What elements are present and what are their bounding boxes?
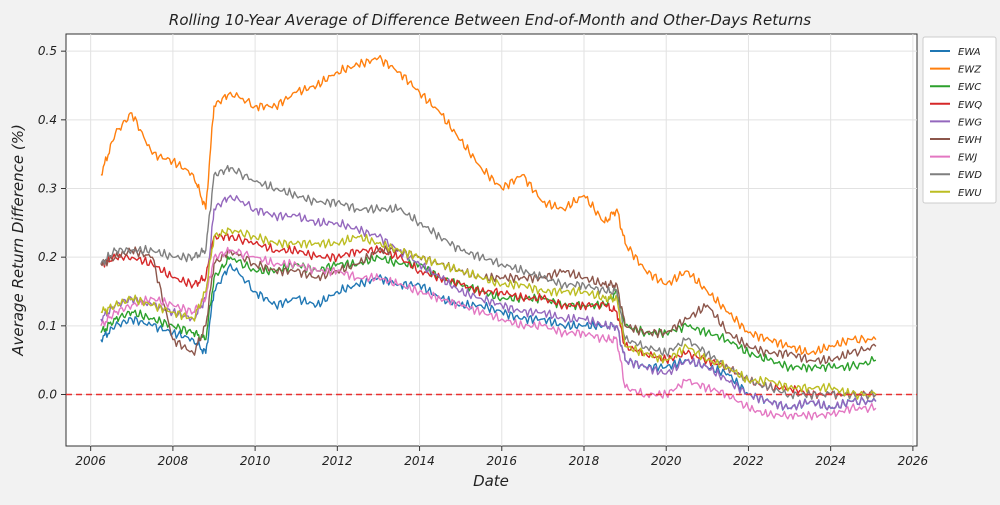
x-tick-label: 2012 — [322, 454, 353, 468]
axis-ticks: 2006 2008 2010 2012 2014 2016 2018 2020 2022 2024… — [38, 44, 929, 468]
series-line-ewz — [100, 54, 877, 356]
series-line-ewa — [100, 263, 877, 411]
x-axis-label: Date — [473, 472, 509, 490]
x-tick-label: 2016 — [487, 454, 518, 468]
legend-label-ewj: EWJ — [958, 153, 977, 164]
series-lines — [66, 54, 917, 421]
y-axis-label: Average Return Difference (%) — [9, 124, 27, 357]
x-tick-label: 2020 — [651, 454, 682, 468]
x-tick-label: 2014 — [404, 454, 435, 468]
x-tick-label: 2006 — [75, 454, 106, 468]
legend-label-ewc: EWC — [958, 82, 981, 93]
x-tick-label: 2022 — [733, 454, 764, 468]
legend-label-ewu: EWU — [958, 188, 982, 199]
series-line-ewj — [100, 246, 877, 421]
x-tick-label: 2010 — [240, 454, 271, 468]
legend-label-ewh: EWH — [958, 135, 982, 146]
legend-label-ewz: EWZ — [958, 65, 982, 76]
legend-label-ewd: EWD — [958, 170, 982, 181]
y-tick-label: 0.3 — [38, 182, 57, 196]
y-tick-label: 0.0 — [38, 388, 57, 402]
plot-area — [65, 33, 918, 447]
series-line-ewd — [100, 164, 877, 400]
y-tick-label: 0.5 — [38, 44, 57, 58]
x-tick-label: 2018 — [569, 454, 600, 468]
x-tick-label: 2008 — [158, 454, 189, 468]
y-tick-label: 0.2 — [38, 250, 57, 264]
legend-label-ewg: EWG — [958, 117, 982, 128]
chart-title: Rolling 10-Year Average of Difference Be… — [169, 11, 811, 29]
y-tick-label: 0.4 — [38, 113, 57, 127]
x-tick-label: 2024 — [815, 454, 846, 468]
legend-box — [922, 36, 997, 204]
legend: EWA EWZ EWC EWQ EWG EWH EWJ EWD EWU — [922, 36, 997, 204]
series-line-ewg — [100, 194, 877, 411]
x-tick-label: 2026 — [898, 454, 929, 468]
y-tick-label: 0.1 — [38, 319, 57, 333]
legend-label-ewa: EWA — [958, 47, 981, 58]
series-line-ewu — [100, 227, 877, 400]
legend-label-ewq: EWQ — [958, 100, 982, 111]
